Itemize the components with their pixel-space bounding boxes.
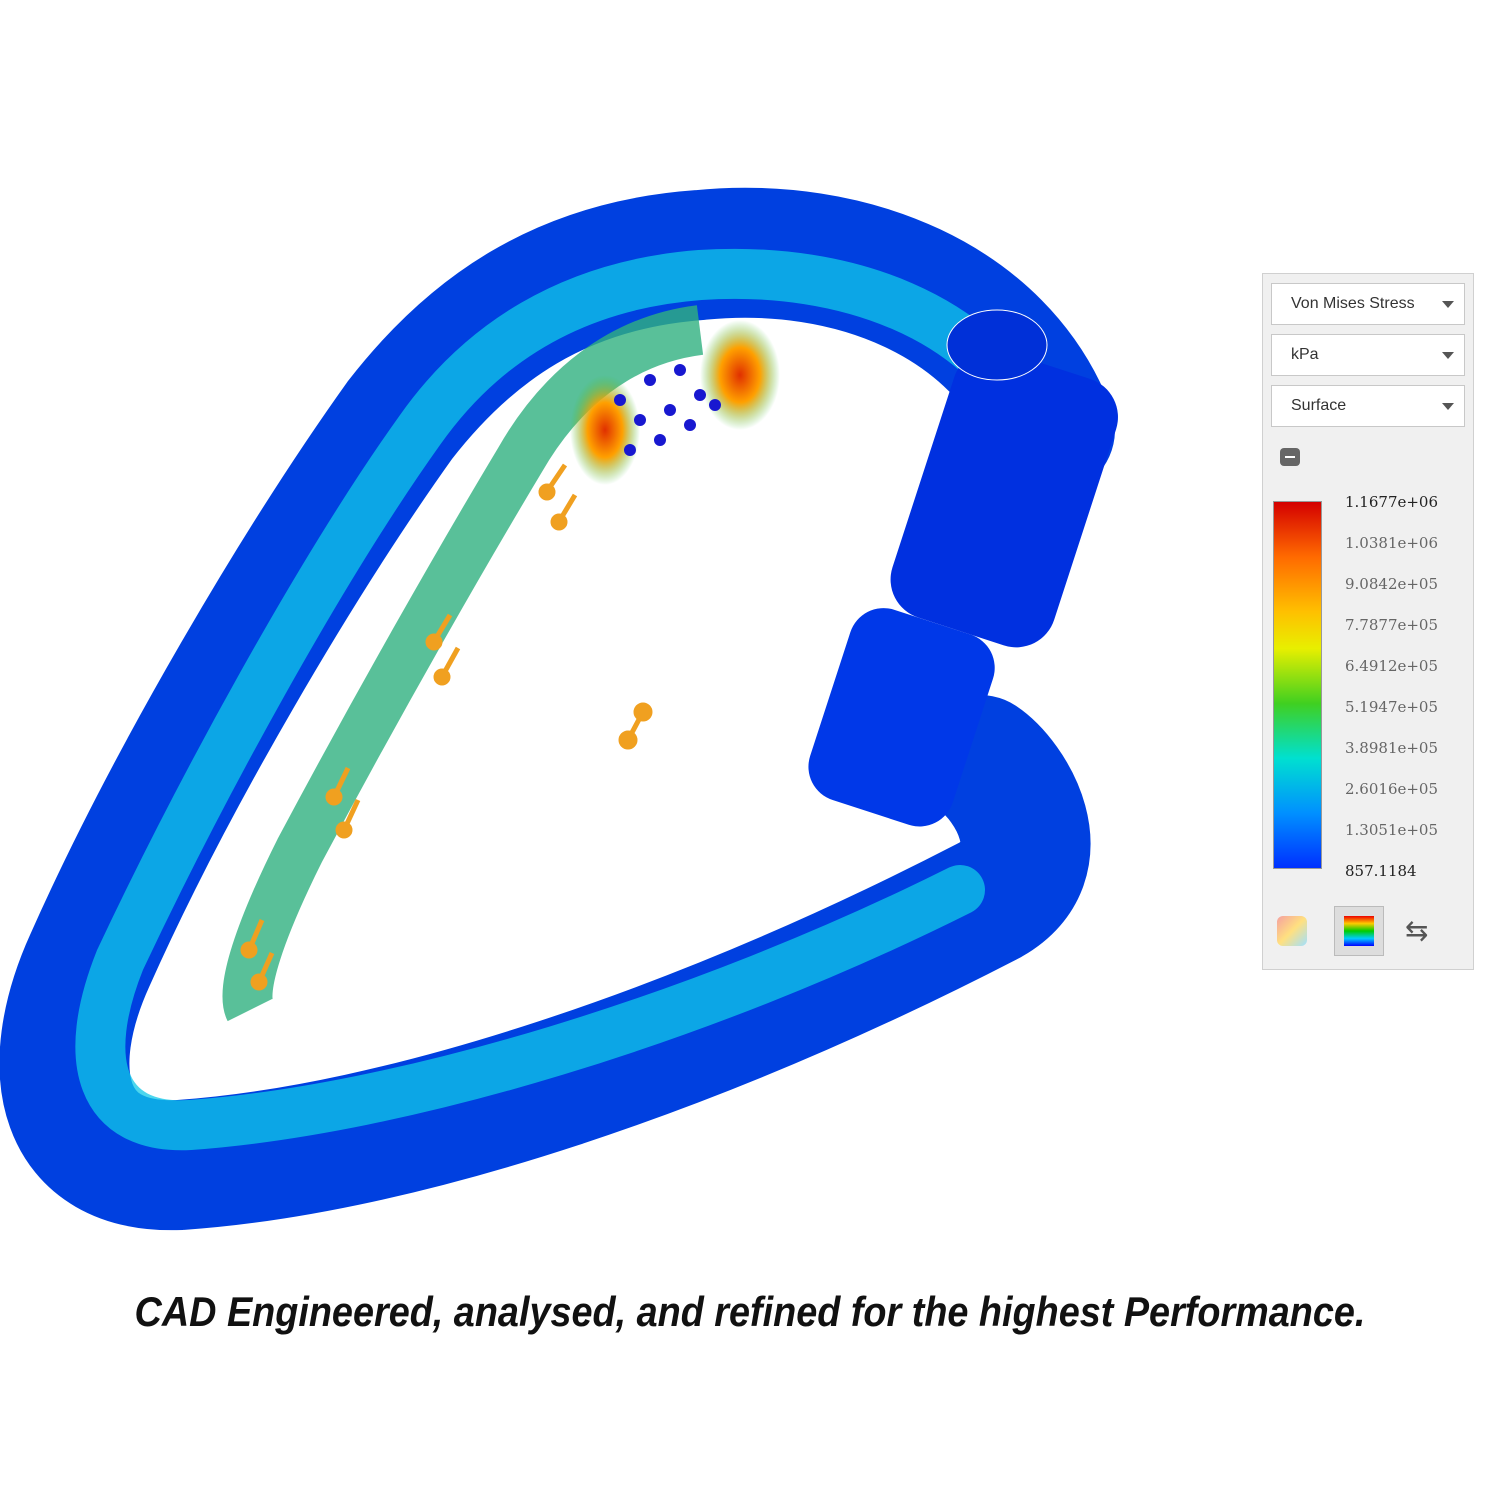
frame-highlight bbox=[75, 248, 1055, 1151]
load-arrows bbox=[240, 463, 653, 991]
refresh-icon[interactable]: ⇆ bbox=[1405, 915, 1429, 946]
legend-label: 1.1677e+06 bbox=[1345, 493, 1439, 511]
legend-label: 6.4912e+05 bbox=[1345, 657, 1439, 675]
dropdown[interactable]: Surface bbox=[1271, 385, 1465, 427]
legend-label: 3.8981e+05 bbox=[1345, 739, 1439, 757]
legend-label: 5.1947e+05 bbox=[1345, 698, 1439, 716]
dropdown[interactable]: Von Mises Stress bbox=[1271, 283, 1465, 325]
caption: CAD Engineered, analysed, and refined fo… bbox=[134, 1288, 1366, 1335]
constraint-markers bbox=[614, 364, 721, 456]
dropdown[interactable]: kPa bbox=[1271, 334, 1465, 376]
legend-label: 9.0842e+05 bbox=[1345, 575, 1439, 593]
material-icon[interactable] bbox=[1277, 916, 1307, 946]
stress-hotspot bbox=[700, 320, 780, 430]
color-bar bbox=[1273, 501, 1322, 869]
stress-hotspot bbox=[570, 375, 640, 485]
legend-label: 1.0381e+06 bbox=[1345, 534, 1439, 552]
legend-icon[interactable] bbox=[1334, 906, 1384, 956]
collapse-button[interactable] bbox=[1280, 448, 1300, 466]
legend-label: 7.7877e+05 bbox=[1345, 616, 1439, 634]
legend-label: 1.3051e+05 bbox=[1345, 821, 1439, 839]
gate-pin bbox=[946, 309, 1048, 381]
frame-inner-face bbox=[222, 305, 704, 1022]
gate-sleeve bbox=[808, 349, 1118, 827]
legend-label: 2.6016e+05 bbox=[1345, 780, 1439, 798]
legend-label: 857.1184 bbox=[1345, 862, 1417, 880]
result-panel: ⇆ Von Mises Stress kPa Surface 1.1677e+06 1.… bbox=[1262, 273, 1474, 970]
